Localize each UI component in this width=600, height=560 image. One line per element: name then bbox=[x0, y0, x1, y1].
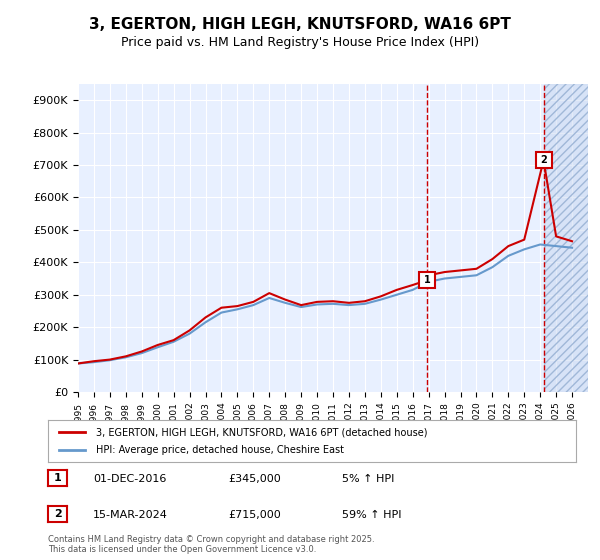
Text: 15-MAR-2024: 15-MAR-2024 bbox=[93, 510, 168, 520]
Text: 1: 1 bbox=[54, 473, 61, 483]
Text: HPI: Average price, detached house, Cheshire East: HPI: Average price, detached house, Ches… bbox=[95, 445, 344, 455]
Text: 5% ↑ HPI: 5% ↑ HPI bbox=[342, 474, 394, 484]
Text: 2: 2 bbox=[540, 155, 547, 165]
Text: 01-DEC-2016: 01-DEC-2016 bbox=[93, 474, 166, 484]
Text: Price paid vs. HM Land Registry's House Price Index (HPI): Price paid vs. HM Land Registry's House … bbox=[121, 36, 479, 49]
Text: 1: 1 bbox=[424, 275, 431, 285]
Text: 3, EGERTON, HIGH LEGH, KNUTSFORD, WA16 6PT (detached house): 3, EGERTON, HIGH LEGH, KNUTSFORD, WA16 6… bbox=[95, 428, 427, 437]
Text: £345,000: £345,000 bbox=[228, 474, 281, 484]
Text: Contains HM Land Registry data © Crown copyright and database right 2025.
This d: Contains HM Land Registry data © Crown c… bbox=[48, 535, 374, 554]
Text: 2: 2 bbox=[54, 509, 61, 519]
Text: 59% ↑ HPI: 59% ↑ HPI bbox=[342, 510, 401, 520]
Text: £715,000: £715,000 bbox=[228, 510, 281, 520]
Text: 3, EGERTON, HIGH LEGH, KNUTSFORD, WA16 6PT: 3, EGERTON, HIGH LEGH, KNUTSFORD, WA16 6… bbox=[89, 17, 511, 32]
Polygon shape bbox=[544, 84, 588, 392]
